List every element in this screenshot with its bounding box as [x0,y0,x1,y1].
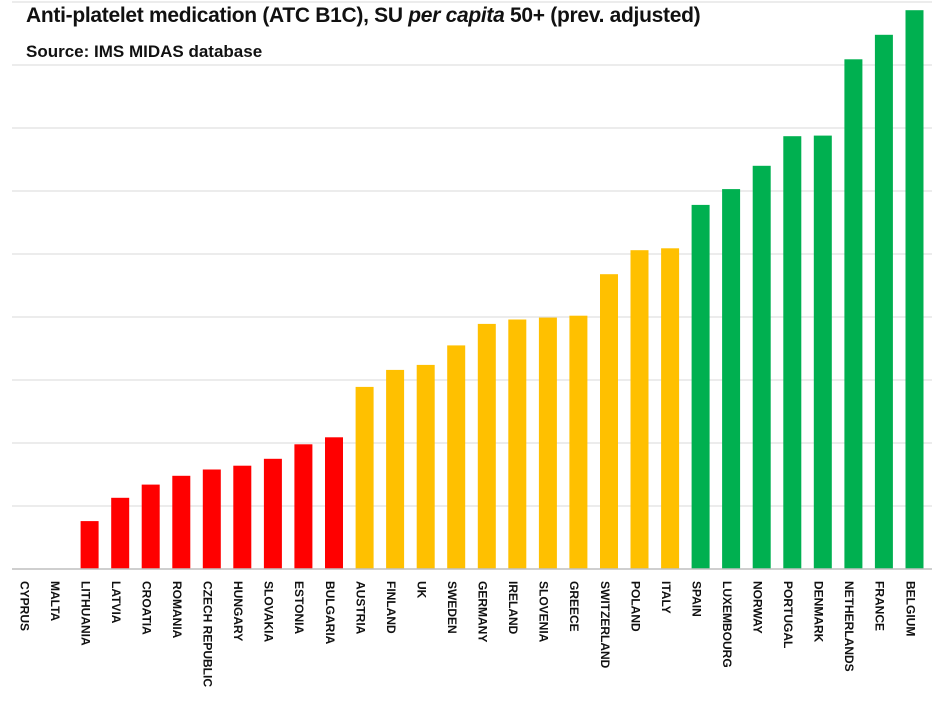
x-tick-label-czech-republic: CZECH REPUBLIC [201,581,215,687]
x-tick-label-greece: GREECE [567,581,581,632]
x-tick-label-portugal: PORTUGAL [781,581,795,648]
bar-poland [630,250,649,569]
bar-portugal [783,136,802,569]
x-tick-label-lithuania: LITHUANIA [78,581,92,646]
bar-estonia [294,444,313,569]
x-tick-label-uk: UK [415,581,429,599]
x-tick-label-sweden: SWEDEN [445,581,459,634]
bar-france [874,34,893,570]
x-tick-label-malta: MALTA [48,581,62,622]
bar-denmark [813,135,832,569]
bar-luxembourg [722,189,741,569]
x-tick-label-bulgaria: BULGARIA [323,581,337,645]
bar-germany [477,323,496,569]
bar-finland [386,369,405,569]
x-tick-label-finland: FINLAND [384,581,398,634]
bar-slovakia [263,458,282,570]
chart-subtitle: Source: IMS MIDAS database [26,42,263,61]
bar-greece [569,315,588,569]
gridlines [12,1,932,507]
bar-austria [355,386,374,569]
chart-title-italic: per capita [408,4,505,27]
x-tick-label-ireland: IRELAND [506,581,520,635]
chart-title-prefix: Anti-platelet medication (ATC B1C), SU [26,4,409,27]
x-tick-label-norway: NORWAY [751,581,765,634]
bar-latvia [111,497,130,569]
x-tick-label-estonia: ESTONIA [292,581,306,634]
x-tick-label-denmark: DENMARK [812,581,826,643]
x-tick-label-slovakia: SLOVAKIA [262,581,276,642]
bar-romania [172,475,191,569]
bar-belgium [905,10,924,569]
bar-croatia [141,484,160,569]
x-tick-label-netherlands: NETHERLANDS [842,581,856,672]
bar-spain [691,204,710,569]
x-tick-label-latvia: LATVIA [109,581,123,624]
bars [80,10,924,570]
chart-title: Anti-platelet medication (ATC B1C), SU p… [26,4,701,28]
bar-ireland [508,319,527,569]
bar-netherlands [844,59,863,570]
bar-hungary [233,465,252,569]
x-tick-label-cyprus: CYPRUS [17,581,31,631]
bar-lithuania [80,521,99,569]
x-tick-label-slovenia: SLOVENIA [537,581,551,643]
x-tick-label-luxembourg: LUXEMBOURG [720,581,734,668]
x-tick-label-croatia: CROATIA [140,581,154,635]
bar-italy [661,248,680,570]
bar-switzerland [600,274,618,569]
bar-norway [752,165,771,570]
x-tick-label-germany: GERMANY [476,581,490,642]
bar-czech-republic [202,469,221,569]
x-tick-label-hungary: HUNGARY [231,581,245,641]
category-labels: CYPRUS MALTA LITHUANIA LATVIA CROATIA ROMANIA… [17,581,917,687]
x-tick-label-belgium: BELGIUM [903,581,917,636]
x-tick-label-spain: SPAIN [689,581,703,617]
x-tick-label-switzerland: SWITZERLAND [598,581,612,669]
bar-bulgaria [325,437,343,569]
bar-uk [416,364,435,569]
chart-title-suffix: 50+ (prev. adjusted) [504,4,701,27]
x-tick-label-austria: AUSTRIA [353,581,367,635]
x-tick-label-romania: ROMANIA [170,581,184,639]
x-tick-label-italy: ITALY [659,581,673,614]
x-tick-label-france: FRANCE [873,581,887,631]
bar-sweden [447,345,466,569]
bar-slovenia [538,317,557,569]
x-tick-label-poland: POLAND [628,581,642,632]
